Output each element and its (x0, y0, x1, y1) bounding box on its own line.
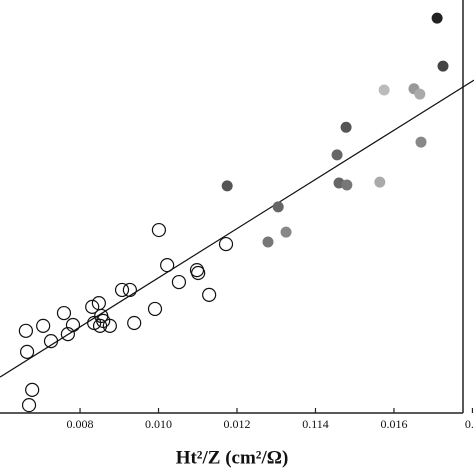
point (262, 236, 274, 248)
point (36, 318, 51, 333)
point (56, 305, 72, 321)
point (18, 323, 33, 338)
point (25, 382, 40, 397)
point (340, 121, 352, 133)
point (122, 282, 137, 298)
point (415, 136, 427, 148)
point (331, 149, 343, 161)
x-tick-label: 0.010 (145, 417, 172, 431)
x-tick-label: 0.114 (302, 417, 329, 431)
x-axis-label: Ht²/Z (cm²/Ω) (176, 447, 289, 468)
point (341, 179, 353, 191)
point (21, 398, 37, 413)
point (85, 299, 100, 314)
point (147, 301, 163, 317)
point (151, 222, 167, 238)
point (280, 226, 292, 238)
point (127, 315, 142, 331)
x-tick-label: 0.0 (465, 417, 474, 431)
point (218, 236, 234, 252)
point (43, 334, 59, 349)
point (65, 317, 81, 333)
point (92, 318, 108, 333)
point (431, 12, 443, 24)
point (114, 282, 130, 298)
point (414, 88, 426, 100)
point (102, 318, 117, 333)
point (60, 327, 75, 342)
point (221, 180, 233, 192)
point (160, 258, 175, 273)
point (272, 201, 284, 213)
point (191, 265, 206, 281)
point (374, 176, 386, 188)
x-tick-label: 0.012 (224, 417, 251, 431)
point (202, 287, 217, 302)
trend-line (0, 79, 474, 378)
point (19, 344, 35, 359)
x-tick-label: 0.008 (67, 417, 94, 431)
x-tick-label: 0.016 (380, 417, 407, 431)
point (378, 84, 390, 96)
point (171, 274, 187, 290)
point (437, 60, 449, 72)
